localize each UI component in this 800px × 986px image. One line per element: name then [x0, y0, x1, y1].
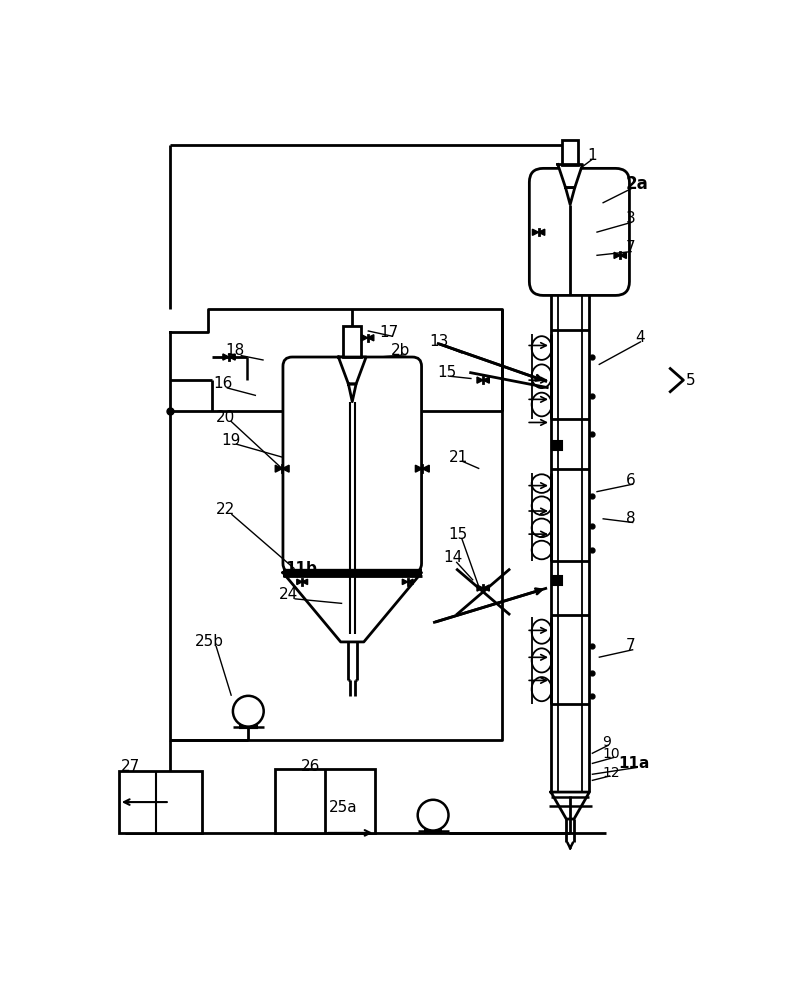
Text: 7: 7	[626, 241, 635, 255]
Text: 11a: 11a	[618, 756, 650, 771]
Text: 18: 18	[226, 343, 245, 358]
Text: 6: 6	[626, 472, 635, 488]
Bar	[562, 140, 578, 165]
Bar	[119, 771, 202, 833]
Text: 14: 14	[443, 550, 462, 565]
Text: 13: 13	[430, 334, 449, 349]
Text: 9: 9	[602, 735, 611, 749]
Polygon shape	[614, 252, 620, 258]
Text: 8: 8	[626, 511, 635, 527]
Polygon shape	[223, 354, 229, 360]
Bar	[553, 576, 562, 585]
Text: 21: 21	[449, 450, 468, 464]
Polygon shape	[302, 579, 307, 585]
Bar	[275, 769, 375, 833]
Text: 10: 10	[602, 747, 620, 761]
Polygon shape	[368, 334, 374, 341]
Polygon shape	[422, 465, 430, 472]
Polygon shape	[282, 465, 289, 472]
FancyBboxPatch shape	[530, 169, 630, 296]
Text: 16: 16	[214, 377, 233, 391]
Text: 26: 26	[301, 759, 320, 774]
Text: 5: 5	[686, 373, 695, 387]
Text: 15: 15	[437, 365, 456, 380]
Polygon shape	[477, 377, 483, 384]
Text: 12: 12	[602, 766, 620, 780]
Polygon shape	[551, 792, 590, 819]
Text: 19: 19	[222, 433, 241, 448]
Polygon shape	[483, 585, 490, 591]
Polygon shape	[566, 187, 574, 204]
FancyBboxPatch shape	[283, 357, 422, 573]
Text: 22: 22	[216, 502, 235, 517]
Polygon shape	[477, 585, 483, 591]
Bar	[553, 441, 562, 451]
Polygon shape	[620, 252, 626, 258]
Polygon shape	[415, 465, 422, 472]
Text: 27: 27	[122, 759, 141, 774]
Polygon shape	[558, 165, 582, 187]
Polygon shape	[362, 334, 368, 341]
Text: 15: 15	[449, 527, 468, 541]
Polygon shape	[483, 377, 490, 384]
Bar	[343, 326, 362, 357]
Text: 2b: 2b	[390, 343, 410, 358]
Text: 11b: 11b	[286, 561, 317, 576]
Text: 24: 24	[279, 587, 298, 601]
Text: 1: 1	[587, 148, 597, 163]
Text: 20: 20	[216, 409, 235, 425]
Polygon shape	[349, 384, 356, 401]
Text: 25b: 25b	[194, 634, 223, 650]
Polygon shape	[533, 229, 538, 236]
Polygon shape	[229, 354, 235, 360]
Circle shape	[418, 800, 449, 830]
Polygon shape	[297, 579, 302, 585]
Polygon shape	[402, 579, 408, 585]
Polygon shape	[275, 465, 282, 472]
Text: 3: 3	[626, 211, 635, 226]
Text: 17: 17	[379, 324, 398, 340]
Text: 25a: 25a	[329, 800, 358, 815]
Text: 4: 4	[635, 330, 645, 345]
Polygon shape	[538, 229, 545, 236]
Polygon shape	[408, 579, 413, 585]
Text: 7: 7	[626, 638, 635, 654]
Polygon shape	[283, 573, 422, 642]
Text: 2a: 2a	[626, 175, 648, 193]
Circle shape	[233, 696, 264, 727]
Polygon shape	[338, 357, 366, 384]
